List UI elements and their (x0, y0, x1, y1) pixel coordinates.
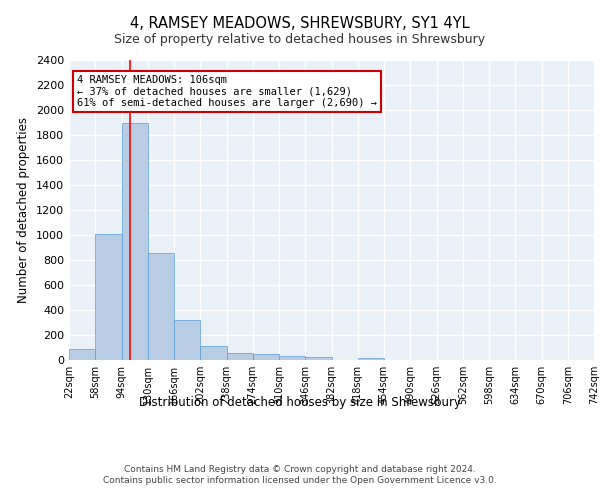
Y-axis label: Number of detached properties: Number of detached properties (17, 117, 31, 303)
Bar (305, 357, 331, 360)
Bar (279, 356, 305, 360)
Text: Contains HM Land Registry data © Crown copyright and database right 2024.
Contai: Contains HM Land Registry data © Crown c… (103, 466, 497, 484)
Bar (148, 252, 174, 360)
Bar (69, 349, 95, 360)
Bar (200, 346, 227, 360)
Bar (253, 354, 279, 360)
Text: Size of property relative to detached houses in Shrewsbury: Size of property relative to detached ho… (115, 32, 485, 46)
Bar (95, 234, 121, 360)
Bar (227, 353, 253, 360)
Bar (121, 122, 148, 360)
Text: 4, RAMSEY MEADOWS, SHREWSBURY, SY1 4YL: 4, RAMSEY MEADOWS, SHREWSBURY, SY1 4YL (130, 16, 470, 32)
Bar (174, 320, 200, 360)
Text: Distribution of detached houses by size in Shrewsbury: Distribution of detached houses by size … (139, 396, 461, 409)
Text: 4 RAMSEY MEADOWS: 106sqm
← 37% of detached houses are smaller (1,629)
61% of sem: 4 RAMSEY MEADOWS: 106sqm ← 37% of detach… (77, 75, 377, 108)
Bar (358, 358, 384, 360)
